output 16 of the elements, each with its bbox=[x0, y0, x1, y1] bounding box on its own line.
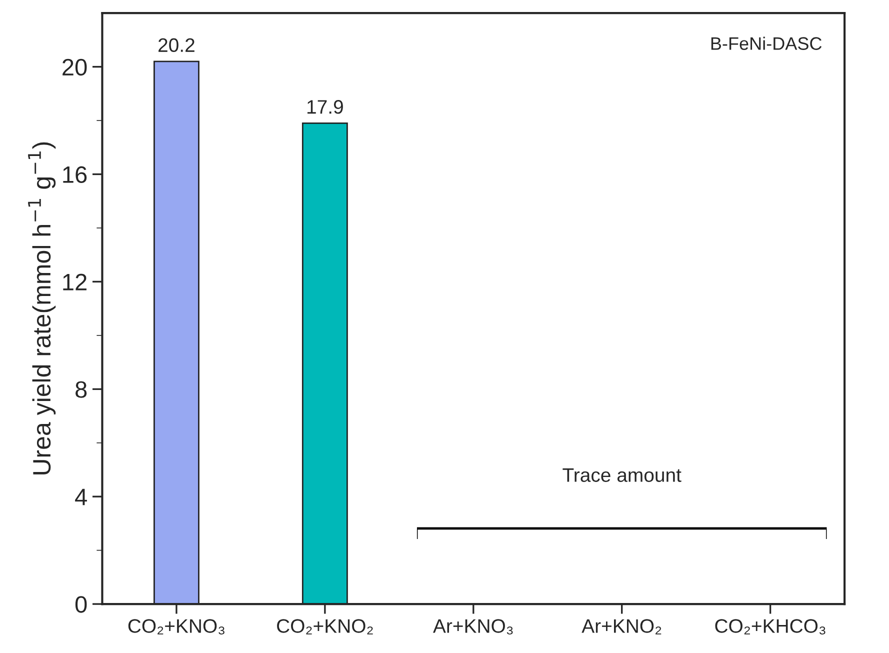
y-tick-label: 20 bbox=[62, 58, 87, 76]
y-axis-title: Urea yield rate(mmol h$^{−1}$ g$^{−1}$) bbox=[28, 142, 56, 474]
x-tick-label: CO₂+KNO₃ bbox=[128, 619, 224, 634]
x-tick-label: CO₂+KNO₂ bbox=[277, 619, 373, 634]
x-tick-label: Ar+KNO₂ bbox=[582, 619, 662, 634]
x-tick-label: Ar+KNO₃ bbox=[433, 619, 513, 634]
annotation: Trace amount bbox=[562, 468, 682, 482]
data-label: 17.9 bbox=[307, 100, 343, 114]
y-tick-label: 16 bbox=[63, 166, 87, 184]
y-tick-label: 0 bbox=[75, 596, 87, 613]
y-tick-label: 12 bbox=[63, 274, 86, 290]
annotation: B-FeNi-DASC bbox=[711, 36, 822, 50]
data-label: 20.2 bbox=[158, 38, 194, 52]
y-tick-label: 8 bbox=[76, 381, 87, 398]
y-tick-label: 4 bbox=[75, 488, 87, 506]
x-tick-label: CO₂+KHCO₃ bbox=[715, 619, 826, 634]
